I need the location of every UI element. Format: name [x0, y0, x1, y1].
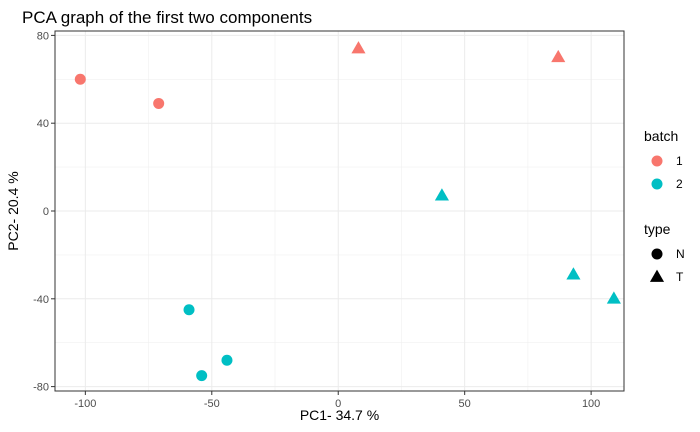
legend-label: 2 [676, 177, 683, 191]
x-axis-title: PC1- 34.7 % [300, 407, 379, 423]
x-tick-label: 0 [335, 398, 341, 410]
legend-key-circle [651, 178, 663, 190]
data-point-triangle [351, 41, 366, 54]
data-point-triangle [551, 49, 566, 63]
data-point-triangle [566, 267, 581, 280]
legend-label: 1 [676, 154, 683, 168]
data-point-circle [196, 370, 208, 382]
y-tick-label: 40 [37, 118, 49, 130]
legend-label: N [676, 247, 685, 261]
legend-type: type NT [644, 221, 685, 284]
x-tick-label: -50 [204, 398, 220, 410]
y-tick-label: -80 [33, 382, 49, 394]
data-point-triangle [606, 291, 621, 304]
legend-title: batch [644, 128, 678, 144]
legend-key-circle [651, 155, 663, 167]
axis-ticks: -100 -50 0 50 100 -80 -40 0 40 80 [33, 30, 600, 410]
grid-lines [55, 31, 624, 391]
chart-title: PCA graph of the first two components [22, 8, 312, 27]
legend-key-triangle [649, 269, 665, 282]
y-tick-label: -40 [33, 294, 49, 306]
data-points [74, 41, 621, 382]
legend-label: T [676, 270, 684, 284]
legend: batch 1 2 type NT [644, 128, 685, 284]
data-point-circle [74, 73, 86, 85]
x-tick-label: 100 [582, 398, 600, 410]
legend-key-circle [651, 248, 663, 260]
x-tick-label: -100 [74, 398, 96, 410]
legend-batch: batch 1 2 [644, 128, 683, 191]
data-point-circle [183, 304, 195, 316]
legend-title: type [644, 221, 671, 237]
data-point-circle [221, 354, 233, 366]
x-tick-label: 50 [459, 398, 471, 410]
data-point-triangle [434, 188, 449, 201]
y-axis-title: PC2- 20.4 % [5, 171, 21, 250]
data-point-circle [153, 97, 165, 109]
y-tick-label: 80 [37, 30, 49, 42]
y-tick-label: 0 [43, 206, 49, 218]
